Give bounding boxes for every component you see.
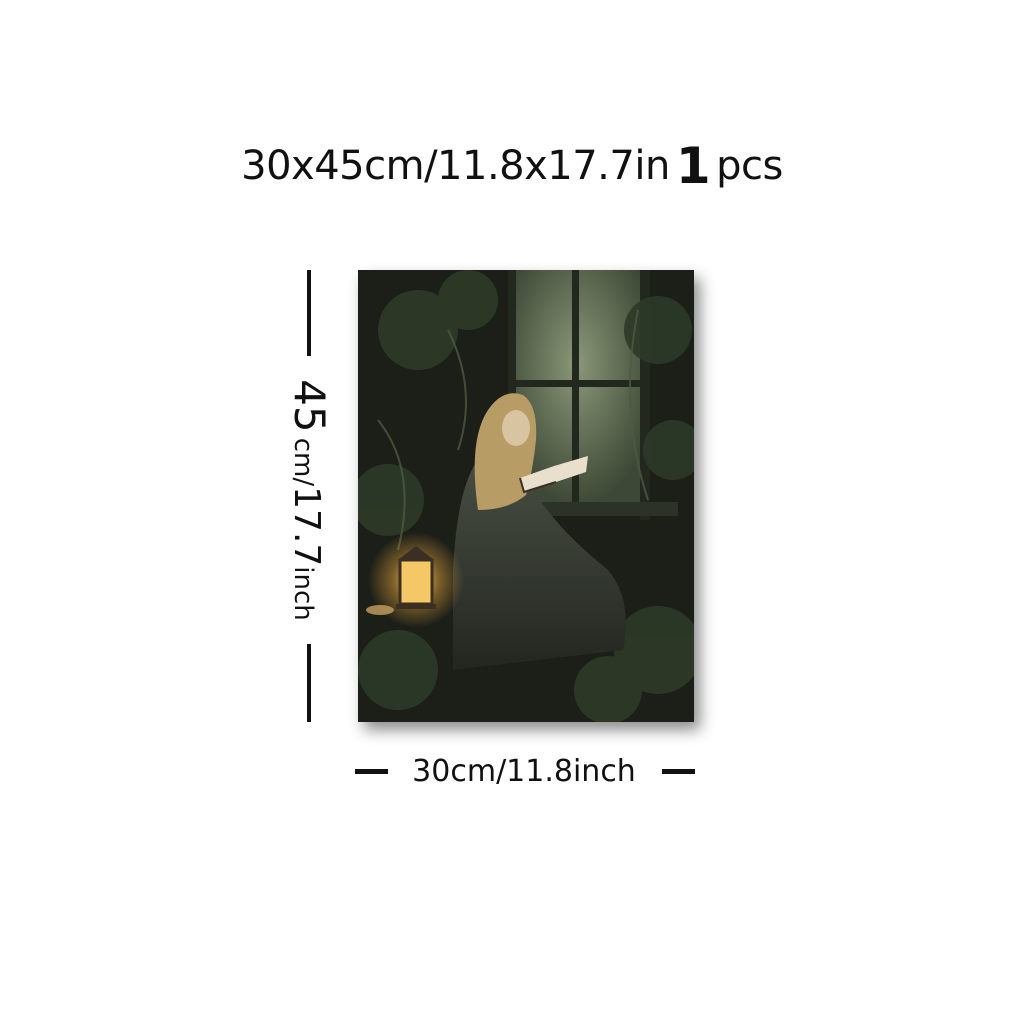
height-unit-in: inch [288,566,318,621]
artwork-painting [358,270,694,722]
height-unit-cm: cm/ [288,437,318,487]
width-dimension-label: 30cm/11.8inch [412,754,636,789]
canvas-artwork [358,270,694,722]
height-value-in: 17.7 [286,486,327,567]
width-dimension-line-left [355,769,388,774]
quantity-unit: pcs [716,143,783,189]
height-dimension-line-bottom [307,644,311,722]
size-text: 30x45cm/11.8x17.7in [241,143,670,189]
height-dimension-line-top [307,270,311,356]
quantity-number: 1 [675,137,711,195]
height-value-cm: 45 [285,379,334,433]
product-size-headline: 30x45cm/11.8x17.7in 1 pcs [0,138,1024,194]
width-dimension-line-right [662,769,695,774]
